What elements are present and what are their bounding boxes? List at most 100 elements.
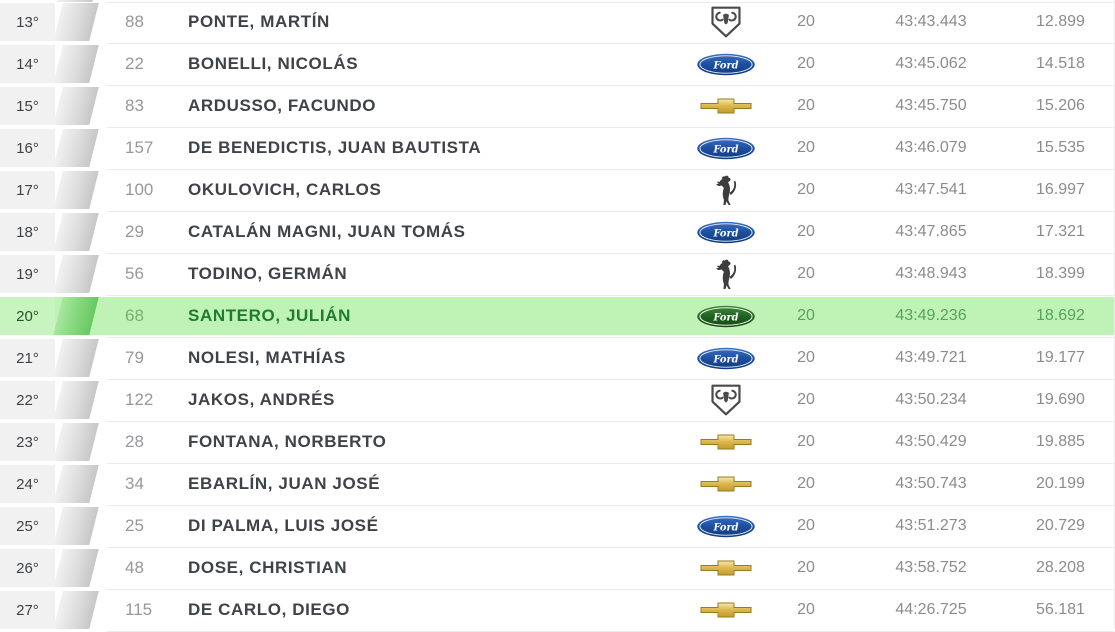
accent-stripe: [53, 213, 107, 251]
laps-count: 20: [797, 349, 815, 366]
position-cell: 22°: [0, 381, 55, 419]
svg-text:Ford: Ford: [712, 522, 738, 533]
gap-to-leader: 16.997: [1036, 181, 1085, 198]
race-time: 43:49.721: [895, 349, 967, 366]
laps-count: 20: [797, 223, 815, 240]
car-number: 79: [125, 348, 144, 367]
driver-name: DI PALMA, LUIS JOSÉ: [188, 516, 379, 535]
laps-count: 20: [797, 307, 815, 324]
race-time: 43:45.062: [895, 55, 967, 72]
result-row[interactable]: 20° 68 SANTERO, JULIÁN Ford 20 43:49.236…: [0, 297, 1114, 338]
result-row[interactable]: 19° 56 TODINO, GERMÁN 20 43:48.943 18.39…: [0, 255, 1114, 296]
accent-stripe: [53, 129, 107, 167]
position-cell: 25°: [0, 507, 55, 545]
brand-logo-cell: Ford: [666, 137, 786, 160]
result-row[interactable]: 25° 25 DI PALMA, LUIS JOSÉ Ford 20 43:51…: [0, 507, 1114, 548]
svg-text:Ford: Ford: [712, 312, 738, 323]
position-cell: 19°: [0, 255, 55, 293]
gap-to-leader: 20.729: [1036, 517, 1085, 534]
result-row[interactable]: 15° 83 ARDUSSO, FACUNDO 20 43:45.750 15.…: [0, 87, 1114, 128]
svg-text:Ford: Ford: [712, 144, 738, 155]
gap-to-leader: 15.206: [1036, 97, 1085, 114]
accent-stripe: [53, 255, 107, 293]
car-number: 115: [125, 600, 153, 619]
result-row[interactable]: 23° 28 FONTANA, NORBERTO 20 43:50.429 19…: [0, 423, 1114, 464]
ford-logo: Ford: [697, 137, 755, 160]
brand-logo-cell: Ford: [666, 515, 786, 538]
gap-to-leader: 19.690: [1036, 391, 1085, 408]
accent-stripe: [53, 465, 107, 503]
result-row[interactable]: 27° 115 DE CARLO, DIEGO 20 44:26.725 56.…: [0, 591, 1114, 632]
dodge-logo: [709, 6, 743, 38]
result-row[interactable]: 17° 100 OKULOVICH, CARLOS 20 43:47.541 1…: [0, 171, 1114, 212]
brand-logo-cell: [666, 259, 786, 290]
brand-logo-cell: [666, 384, 786, 416]
car-number: 88: [125, 12, 144, 31]
race-time: 43:50.429: [895, 433, 967, 450]
row-separator: [107, 2, 1114, 3]
laps-count: 20: [797, 13, 815, 30]
result-row[interactable]: 13° 88 PONTE, MARTÍN 20 43:43.443 12.899: [0, 3, 1114, 44]
result-row[interactable]: 22° 122 JAKOS, ANDRÉS 20 43:50.234 19.69…: [0, 381, 1114, 422]
accent-stripe: [53, 171, 107, 209]
car-number: 25: [125, 516, 144, 535]
car-number: 157: [125, 138, 154, 157]
svg-text:Ford: Ford: [712, 228, 738, 239]
accent-stripe: [53, 3, 107, 41]
position-label: 17°: [16, 181, 39, 199]
laps-count: 20: [797, 97, 815, 114]
position-cell: 20°: [0, 297, 55, 335]
result-row[interactable]: 16° 157 DE BENEDICTIS, JUAN BAUTISTA For…: [0, 129, 1114, 170]
position-cell: 18°: [0, 213, 55, 251]
race-time: 44:26.725: [895, 601, 967, 618]
race-time: 43:47.865: [895, 223, 967, 240]
car-number: 22: [125, 54, 144, 73]
car-number: 56: [125, 264, 144, 283]
position-label: 19°: [16, 265, 39, 283]
chevrolet-logo: [700, 433, 752, 451]
position-cell: 24°: [0, 465, 55, 503]
result-row[interactable]: 24° 34 EBARLÍN, JUAN JOSÉ 20 43:50.743 2…: [0, 465, 1114, 506]
gap-to-leader: 15.535: [1036, 139, 1085, 156]
laps-count: 20: [797, 601, 815, 618]
svg-text:Ford: Ford: [712, 354, 738, 365]
position-cell: 21°: [0, 339, 55, 377]
position-label: 26°: [16, 559, 39, 577]
ford-logo: Ford: [697, 515, 755, 538]
position-cell: 23°: [0, 423, 55, 461]
laps-count: 20: [797, 181, 815, 198]
gap-to-leader: 14.518: [1036, 55, 1085, 72]
accent-stripe: [53, 87, 107, 125]
position-cell: 13°: [0, 3, 55, 41]
position-label: 24°: [16, 475, 39, 493]
driver-name: DE BENEDICTIS, JUAN BAUTISTA: [188, 138, 482, 157]
car-number: 68: [125, 306, 144, 325]
accent-stripe: [53, 339, 107, 377]
dodge-logo: [709, 384, 743, 416]
result-row[interactable]: 21° 79 NOLESI, MATHÍAS Ford 20 43:49.721…: [0, 339, 1114, 380]
accent-stripe: [53, 507, 107, 545]
accent-stripe: [53, 45, 107, 83]
position-label: 27°: [16, 601, 39, 619]
accent-stripe: [53, 591, 107, 629]
torino-logo: [714, 259, 738, 290]
result-row[interactable]: 18° 29 CATALÁN MAGNI, JUAN TOMÁS Ford 20…: [0, 213, 1114, 254]
result-row[interactable]: 26° 48 DOSE, CHRISTIAN 20 43:58.752 28.2…: [0, 549, 1114, 590]
ford-logo: Ford: [697, 53, 755, 76]
brand-logo-cell: [666, 475, 786, 493]
gap-to-leader: 18.692: [1036, 307, 1085, 324]
position-cell: 15°: [0, 87, 55, 125]
position-label: 15°: [16, 97, 39, 115]
brand-logo-cell: [666, 559, 786, 577]
car-number: 34: [125, 474, 144, 493]
position-label: 18°: [16, 223, 39, 241]
brand-logo-cell: [666, 97, 786, 115]
gap-to-leader: 56.181: [1036, 601, 1085, 618]
accent-stripe: [53, 549, 107, 587]
result-row[interactable]: 14° 22 BONELLI, NICOLÁS Ford 20 43:45.06…: [0, 45, 1114, 86]
race-time: 43:50.743: [895, 475, 967, 492]
results-rows: 13° 88 PONTE, MARTÍN 20 43:43.443 12.899…: [0, 3, 1114, 632]
accent-stripe: [53, 381, 107, 419]
brand-logo-cell: [666, 601, 786, 619]
brand-logo-cell: Ford: [666, 53, 786, 76]
